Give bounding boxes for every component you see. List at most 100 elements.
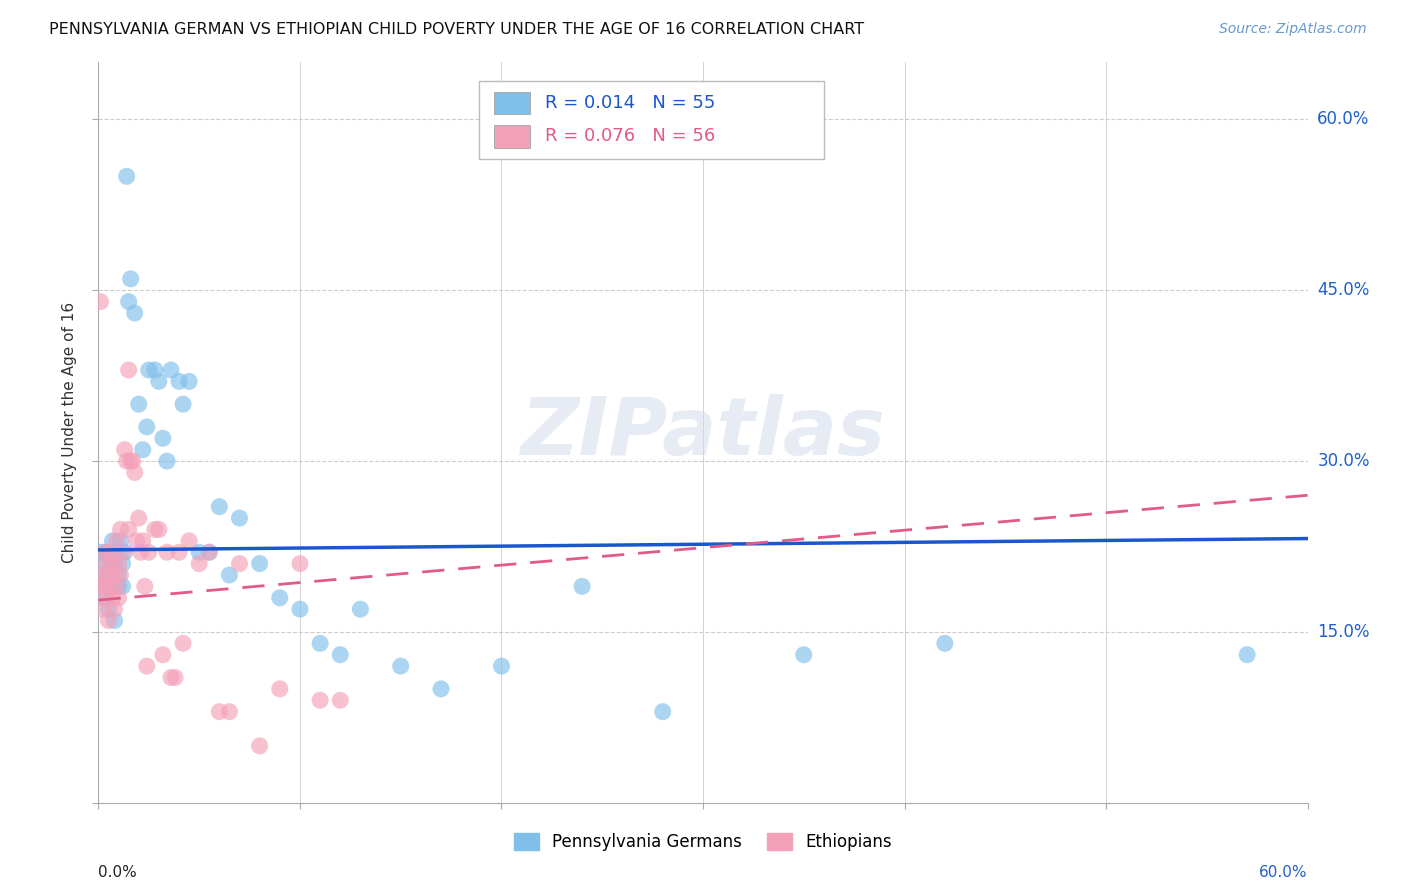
Point: [160, 363, 183, 377]
Point: [228, 511, 250, 525]
Point: [934, 636, 956, 650]
Point: [208, 705, 231, 719]
Point: [179, 375, 201, 389]
Point: [172, 636, 194, 650]
Point: [101, 579, 124, 593]
Point: [120, 272, 142, 286]
FancyBboxPatch shape: [494, 126, 530, 147]
Point: [91, 568, 114, 582]
Point: [96, 557, 118, 571]
Point: [218, 568, 240, 582]
Point: [110, 568, 132, 582]
Point: [115, 169, 138, 184]
Point: [97, 568, 120, 582]
Point: [124, 466, 146, 480]
Point: [198, 545, 221, 559]
Point: [107, 591, 129, 605]
Point: [97, 568, 120, 582]
Point: [111, 545, 134, 559]
FancyBboxPatch shape: [479, 81, 824, 159]
Point: [329, 648, 352, 662]
Point: [101, 533, 124, 548]
Point: [110, 523, 132, 537]
Point: [135, 420, 157, 434]
Point: [309, 636, 332, 650]
Point: [152, 431, 174, 445]
Point: [97, 602, 120, 616]
Point: [93, 579, 115, 593]
Point: [163, 671, 186, 685]
Point: [179, 533, 201, 548]
Point: [135, 659, 157, 673]
Point: [107, 557, 129, 571]
Point: [148, 523, 170, 537]
Point: [288, 602, 311, 616]
Point: [269, 681, 291, 696]
Point: [167, 545, 190, 559]
Point: [121, 454, 143, 468]
Point: [107, 579, 129, 593]
Point: [97, 614, 120, 628]
Point: [91, 591, 114, 605]
Point: [118, 523, 141, 537]
Point: [118, 294, 141, 309]
Point: [93, 545, 115, 559]
Point: [103, 602, 125, 616]
Point: [100, 557, 122, 571]
Legend: Pennsylvania Germans, Ethiopians: Pennsylvania Germans, Ethiopians: [508, 826, 898, 857]
Point: [89, 579, 111, 593]
Point: [105, 579, 128, 593]
Point: [651, 705, 673, 719]
Point: [101, 591, 124, 605]
Point: [148, 375, 170, 389]
Point: [188, 545, 211, 559]
Point: [91, 568, 114, 582]
Point: [132, 533, 155, 548]
Text: 15.0%: 15.0%: [1317, 623, 1369, 641]
Point: [228, 557, 250, 571]
Text: Source: ZipAtlas.com: Source: ZipAtlas.com: [1219, 22, 1367, 37]
Point: [288, 557, 311, 571]
Point: [96, 545, 118, 559]
Point: [269, 591, 291, 605]
Text: ZIPatlas: ZIPatlas: [520, 393, 886, 472]
Text: R = 0.014   N = 55: R = 0.014 N = 55: [544, 95, 716, 112]
Text: PENNSYLVANIA GERMAN VS ETHIOPIAN CHILD POVERTY UNDER THE AGE OF 16 CORRELATION C: PENNSYLVANIA GERMAN VS ETHIOPIAN CHILD P…: [49, 22, 865, 37]
Point: [103, 614, 125, 628]
Point: [100, 545, 122, 559]
Point: [101, 557, 124, 571]
Point: [172, 397, 194, 411]
Point: [91, 602, 114, 616]
Point: [249, 739, 271, 753]
Point: [389, 659, 412, 673]
Point: [793, 648, 815, 662]
Point: [132, 442, 155, 457]
Point: [107, 568, 129, 582]
Point: [491, 659, 513, 673]
Point: [118, 363, 141, 377]
FancyBboxPatch shape: [494, 92, 530, 114]
Point: [89, 294, 111, 309]
Point: [249, 557, 271, 571]
Point: [309, 693, 332, 707]
Point: [218, 705, 240, 719]
Point: [93, 557, 115, 571]
Point: [96, 591, 118, 605]
Point: [329, 693, 352, 707]
Y-axis label: Child Poverty Under the Age of 16: Child Poverty Under the Age of 16: [62, 302, 77, 563]
Point: [167, 375, 190, 389]
Point: [156, 545, 179, 559]
Point: [114, 545, 136, 559]
Point: [128, 397, 150, 411]
Point: [110, 533, 132, 548]
Point: [115, 454, 138, 468]
Point: [198, 545, 221, 559]
Point: [160, 671, 183, 685]
Point: [103, 568, 125, 582]
Point: [124, 306, 146, 320]
Text: 0.0%: 0.0%: [98, 865, 138, 880]
Point: [129, 545, 152, 559]
Point: [105, 545, 128, 559]
Text: 60.0%: 60.0%: [1260, 865, 1308, 880]
Point: [138, 545, 160, 559]
